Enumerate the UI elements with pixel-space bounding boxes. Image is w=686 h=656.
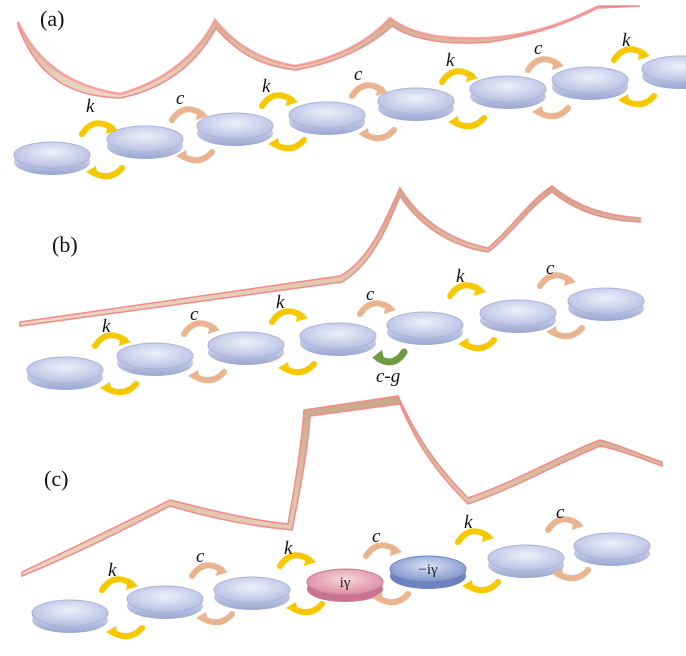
resonator: [386, 311, 464, 345]
coupling-label: c: [556, 502, 565, 523]
coupling-k: k: [99, 560, 145, 640]
resonator: [479, 299, 557, 333]
coupling-label: k: [262, 76, 271, 97]
coupling-c: c: [349, 64, 397, 142]
panel-label: (b): [52, 232, 78, 257]
coupling-k: k: [92, 316, 139, 396]
resonator: [573, 532, 651, 566]
resonator: [213, 576, 291, 610]
coupling-k: k: [259, 76, 307, 152]
coupling-label: k: [446, 50, 455, 71]
resonator-label: iγ: [340, 575, 351, 591]
field-profile: [17, 5, 641, 99]
coupling-label: k: [102, 316, 111, 337]
coupling-label: c: [176, 88, 185, 109]
resonator: [567, 287, 645, 321]
resonator: [31, 599, 109, 633]
coupling-label: k: [622, 30, 631, 51]
resonator: [299, 322, 377, 356]
coupling-label: c-g: [376, 366, 400, 387]
coupling-k: k: [277, 538, 325, 616]
coupling-label: k: [456, 266, 465, 287]
panel-label: (c): [44, 466, 68, 491]
coupling-label: k: [284, 538, 293, 559]
resonator: [487, 544, 565, 578]
coupling-k: k: [79, 96, 125, 180]
coupling-label: k: [276, 292, 285, 313]
resonator-loss: −iγ: [389, 555, 467, 589]
coupling-k: k: [269, 292, 317, 376]
field-profile: [21, 395, 663, 578]
resonator: [551, 66, 629, 100]
field-profile: [19, 185, 641, 327]
panel-c: (c) iγ −iγ k c k: [21, 395, 663, 640]
resonator: [196, 112, 274, 146]
coupling-label: c: [366, 284, 375, 305]
resonator: [288, 101, 366, 135]
coupling-k: k: [447, 266, 497, 352]
resonator: [207, 331, 285, 365]
coupling-k: k: [455, 512, 501, 594]
coupling-c: c: [525, 38, 571, 120]
resonator: [106, 125, 184, 159]
coupling-c: c: [537, 258, 585, 340]
coupling-label: k: [86, 96, 95, 117]
coupling-k: k: [439, 50, 487, 130]
resonator: [126, 585, 204, 619]
coupling-c: c: [189, 546, 235, 626]
panel-a: (a) k c k c: [13, 4, 686, 180]
coupling-c: c: [545, 502, 591, 582]
coupling-label: c: [534, 38, 543, 59]
coupling-c: c: [363, 526, 411, 606]
coupling-label: k: [464, 512, 473, 533]
panel-b: (b) k c k c c-g: [19, 185, 645, 396]
coupling-c: c: [357, 284, 396, 317]
resonator-label: −iγ: [418, 562, 438, 578]
panel-label: (a): [40, 6, 64, 31]
coupling-c-minus-g: c-g: [372, 348, 408, 387]
resonator: [13, 141, 91, 175]
resonator: [377, 87, 455, 121]
coupling-c: c: [181, 304, 227, 384]
resonator: [641, 55, 686, 89]
resonator-gain: iγ: [306, 568, 384, 602]
coupling-label: c: [196, 546, 205, 567]
resonator: [469, 75, 547, 109]
coupling-label: c: [354, 64, 363, 85]
coupling-label: c: [190, 304, 199, 325]
coupling-label: k: [108, 560, 117, 581]
resonator: [26, 356, 104, 390]
resonator: [116, 342, 194, 376]
coupling-label: c: [546, 258, 555, 279]
coupling-c: c: [169, 88, 215, 164]
coupling-k: k: [611, 30, 657, 108]
coupling-label: c: [372, 526, 381, 547]
